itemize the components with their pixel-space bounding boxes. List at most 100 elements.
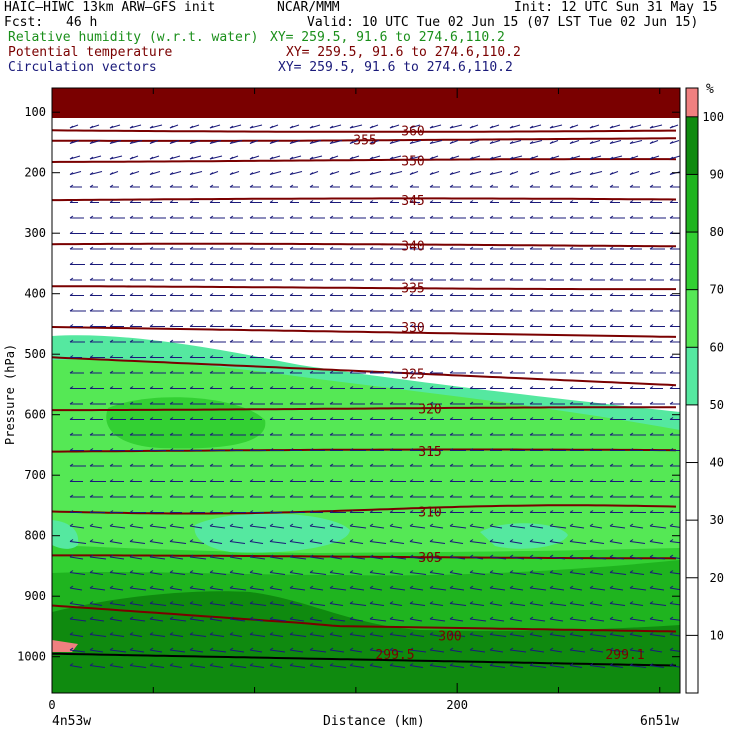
wind-vector — [289, 587, 306, 591]
wind-vector-head — [569, 510, 574, 513]
wind-vector — [129, 541, 146, 544]
wind-vector-head — [89, 647, 94, 651]
wind-vector-head — [349, 156, 354, 160]
wind-vector-head — [489, 293, 494, 296]
wind-vector-head — [249, 215, 254, 219]
wind-vector-head — [469, 262, 474, 265]
wind-vector-head — [129, 172, 134, 175]
wind-vector-head — [409, 463, 414, 467]
wind-vector-head — [409, 570, 414, 573]
wind-vector-head — [329, 246, 334, 250]
wind-vector-head — [309, 401, 314, 405]
wind-vector — [129, 634, 143, 637]
wind-vector-head — [489, 601, 494, 604]
wind-vector — [169, 155, 181, 160]
wind-vector-head — [109, 246, 114, 250]
wind-vector-head — [129, 125, 134, 129]
wind-vector-head — [669, 262, 674, 265]
wind-vector — [209, 603, 226, 606]
wind-vector-head — [149, 463, 154, 467]
wind-vector-head — [229, 370, 234, 374]
wind-vector-head — [589, 401, 594, 405]
wind-vector-head — [389, 370, 394, 374]
wind-vector — [509, 572, 527, 575]
wind-vector — [389, 541, 405, 544]
wind-vector — [69, 587, 83, 591]
colorbar-label: 50 — [710, 398, 724, 412]
wind-vector-head — [309, 339, 314, 343]
wind-vector-head — [449, 463, 454, 467]
wind-vector-head — [329, 585, 334, 589]
wind-vector-head — [289, 523, 294, 527]
wind-vector-head — [489, 417, 494, 420]
wind-vector-head — [489, 172, 494, 175]
wind-vector-head — [489, 401, 494, 405]
wind-vector-head — [429, 246, 434, 250]
wind-vector — [589, 649, 604, 653]
wind-vector-head — [289, 293, 294, 296]
wind-vector-head — [309, 585, 314, 589]
wind-vector — [329, 140, 343, 144]
wind-vector-head — [569, 647, 574, 651]
wind-vector — [569, 171, 582, 175]
wind-vector — [229, 634, 243, 637]
wind-vector-head — [69, 339, 74, 343]
wind-vector — [489, 525, 503, 529]
wind-vector-head — [629, 616, 634, 620]
wind-vector-head — [389, 200, 394, 203]
wind-vector-head — [669, 156, 674, 160]
wind-vector-head — [269, 601, 274, 604]
wind-vector-head — [649, 355, 654, 358]
wind-vector — [449, 618, 464, 622]
wind-vector-head — [569, 324, 574, 327]
wind-vector-head — [489, 632, 494, 635]
wind-vector-head — [289, 215, 294, 219]
rh-top-band — [52, 88, 680, 118]
wind-vector-head — [629, 355, 634, 358]
wind-vector-head — [649, 601, 654, 604]
wind-vector-head — [109, 141, 114, 144]
wind-vector-head — [229, 308, 234, 312]
wind-vector-head — [389, 601, 394, 604]
wind-vector-head — [449, 200, 454, 203]
wind-vector — [569, 155, 581, 160]
wind-vector-head — [429, 184, 434, 188]
wind-vector-head — [169, 632, 174, 635]
wind-vector — [229, 603, 244, 606]
wind-vector-head — [249, 539, 254, 542]
wind-vector-head — [529, 632, 534, 635]
wind-vector-head — [669, 215, 674, 219]
wind-vector-head — [629, 125, 634, 129]
wind-vector — [229, 124, 242, 129]
wind-vector-head — [369, 246, 374, 250]
wind-vector — [149, 665, 165, 668]
wind-vector — [89, 556, 107, 560]
wind-vector-head — [649, 156, 654, 160]
wind-vector-head — [409, 494, 414, 498]
wind-vector-head — [469, 632, 474, 635]
wind-vector — [569, 572, 586, 575]
wind-vector-head — [509, 215, 514, 219]
wind-vector — [389, 603, 403, 606]
circulation-vectors — [69, 124, 680, 668]
wind-vector-head — [209, 632, 214, 635]
wind-vector-head — [529, 663, 534, 666]
wind-vector-head — [169, 401, 174, 405]
wind-vector-head — [229, 277, 234, 281]
wind-vector-head — [69, 293, 74, 296]
wind-vector-head — [629, 647, 634, 651]
wind-vector-head — [589, 663, 594, 666]
wind-vector-head — [589, 463, 594, 467]
wind-vector — [489, 634, 507, 637]
wind-vector-head — [229, 355, 234, 358]
wind-vector-head — [369, 386, 374, 389]
wind-vector-head — [449, 370, 454, 374]
wind-vector-head — [249, 585, 254, 589]
wind-vector-head — [449, 262, 454, 265]
wind-vector-head — [349, 308, 354, 312]
wind-vector — [389, 525, 403, 529]
wind-vector — [429, 665, 447, 668]
wind-vector — [129, 140, 143, 144]
wind-vector-head — [349, 616, 354, 620]
wind-vector — [209, 649, 227, 653]
